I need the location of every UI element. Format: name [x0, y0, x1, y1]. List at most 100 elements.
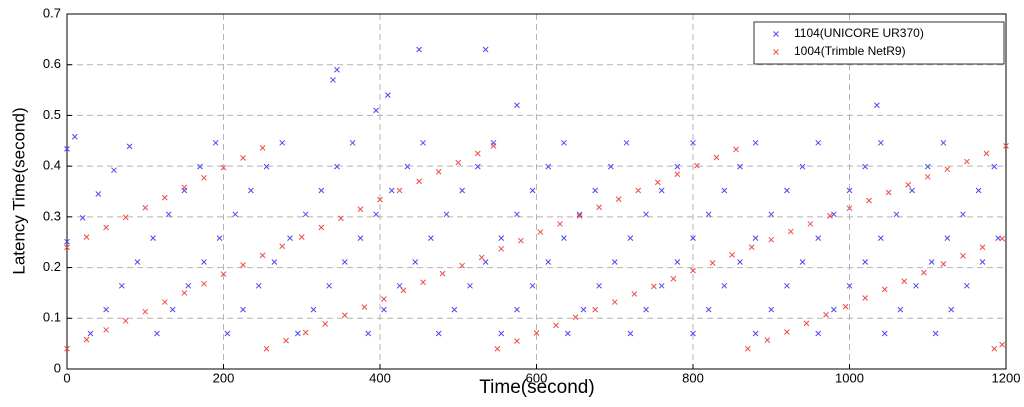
data-point [690, 139, 696, 146]
data-point [901, 278, 908, 285]
data-point [263, 163, 270, 170]
data-point [271, 259, 278, 265]
data-point [248, 187, 254, 194]
y-tick-label: 0.2 [43, 259, 61, 274]
data-point [651, 283, 657, 290]
data-point [846, 282, 853, 289]
data-point [64, 238, 70, 245]
data-point [654, 179, 661, 186]
data-point [373, 107, 379, 114]
data-point [830, 306, 837, 313]
y-tick-label: 0.1 [43, 310, 61, 325]
data-point [240, 306, 246, 313]
data-point [784, 282, 790, 289]
data-point [674, 259, 681, 265]
data-point [482, 46, 489, 53]
data-point [428, 235, 434, 242]
data-point [404, 163, 411, 170]
data-point [373, 211, 379, 218]
data-point [960, 211, 966, 218]
data-point [537, 229, 544, 235]
data-point [846, 187, 853, 194]
data-point [318, 187, 325, 194]
data-point [823, 311, 829, 318]
data-point [991, 345, 998, 352]
data-point [674, 171, 681, 178]
data-point [384, 92, 391, 98]
data-point [744, 345, 751, 352]
data-point [263, 345, 270, 352]
data-point [338, 215, 344, 222]
data-point [283, 337, 289, 344]
data-point [494, 345, 501, 352]
data-point [635, 187, 642, 194]
data-point [87, 330, 94, 337]
data-point [846, 205, 853, 212]
data-point [866, 197, 872, 204]
data-point [561, 235, 567, 242]
data-point [627, 330, 634, 337]
data-point [111, 167, 117, 174]
data-point [580, 306, 587, 313]
data-point [787, 228, 794, 235]
data-point [326, 282, 332, 289]
data-point [815, 139, 822, 146]
data-point [103, 306, 109, 313]
data-point [165, 211, 172, 218]
data-point [948, 306, 955, 313]
x-axis-label: Time(second) [479, 377, 594, 398]
data-point [768, 236, 775, 243]
data-point [897, 306, 904, 313]
data-point [220, 271, 227, 278]
data-point [474, 150, 481, 157]
data-point [161, 194, 168, 201]
data-point [748, 244, 755, 251]
data-point [592, 187, 599, 194]
data-point [631, 291, 638, 297]
data-point [361, 304, 368, 310]
data-point [103, 224, 109, 231]
y-tick-label: 0.4 [43, 158, 61, 173]
data-point [737, 259, 743, 265]
data-point [514, 338, 520, 344]
data-point [596, 204, 602, 211]
data-point [79, 215, 86, 221]
data-point [95, 191, 102, 197]
legend-label: 1104(UNICORE UR370) [794, 26, 924, 40]
data-point [357, 206, 364, 213]
data-point [737, 163, 743, 170]
x-tick-label: 1200 [992, 370, 1021, 385]
data-point [142, 204, 149, 211]
data-point [396, 187, 403, 194]
data-point [885, 189, 892, 196]
data-point [979, 244, 986, 251]
data-point [729, 252, 735, 258]
data-point [752, 330, 759, 337]
legend-box [753, 21, 1005, 65]
data-point [341, 312, 348, 319]
data-point [412, 259, 419, 265]
data-point [318, 224, 325, 231]
data-point [944, 235, 951, 242]
data-point [134, 259, 141, 265]
data-point [435, 168, 442, 175]
data-point [439, 270, 446, 277]
data-point [482, 259, 489, 265]
data-point [596, 282, 602, 289]
data-point [150, 235, 156, 242]
data-point [803, 320, 810, 327]
data-point [874, 102, 880, 109]
data-point [322, 321, 329, 327]
data-point [545, 163, 552, 170]
data-point [877, 139, 884, 146]
data-point [752, 235, 759, 242]
data-point [830, 211, 837, 218]
data-point [201, 259, 207, 265]
data-point [611, 259, 618, 265]
data-point [490, 143, 497, 149]
data-point [733, 146, 739, 153]
data-point [944, 166, 951, 173]
data-point [690, 330, 696, 337]
data-point [561, 139, 567, 146]
data-point [443, 211, 450, 218]
